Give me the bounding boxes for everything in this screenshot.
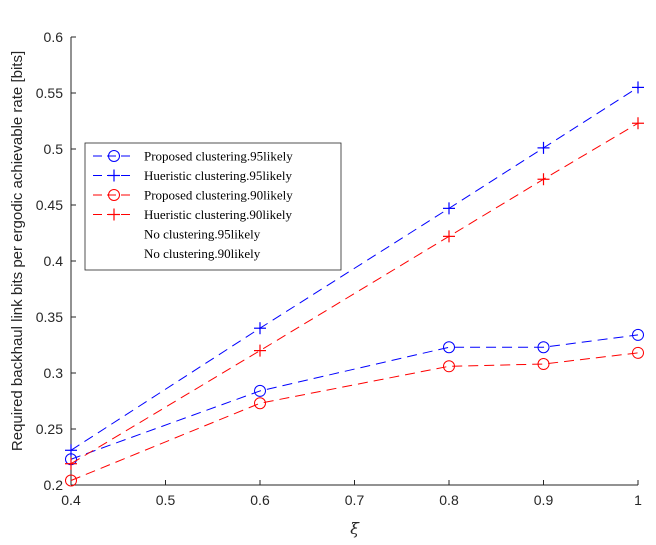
legend-entry: No clustering.95likely: [144, 227, 261, 242]
x-tick-label: 0.7: [345, 492, 365, 508]
x-tick-label: 1: [634, 492, 642, 508]
y-tick-label: 0.45: [36, 197, 63, 213]
data-point: [537, 358, 550, 371]
legend-entry: Hueristic clustering.90likely: [93, 207, 293, 222]
axes: 0.4 0.5 0.6 0.7 0.8 0.9 1 0.2 0.25 0.3 0.35 0.4 0.45…: [9, 29, 642, 538]
series-line: [70, 352, 639, 481]
legend-label: Proposed clustering.95likely: [144, 149, 293, 164]
series-2: [65, 346, 644, 487]
legend-entry: Proposed clustering.95likely: [93, 149, 293, 164]
legend-marker: [108, 150, 120, 162]
x-tick-label: 0.9: [534, 492, 554, 508]
data-point: [443, 360, 455, 373]
series-0: [65, 328, 644, 466]
y-tick-label: 0.2: [44, 477, 64, 493]
legend-label: Proposed clustering.90likely: [144, 188, 293, 203]
x-tick-label: 0.5: [156, 492, 176, 508]
series-layer: [65, 81, 644, 487]
x-axis-label: ξ: [350, 519, 360, 538]
data-point: [65, 457, 77, 470]
legend-label: Hueristic clustering.95likely: [144, 168, 293, 183]
legend-box: [84, 142, 342, 271]
y-tick-label: 0.5: [44, 141, 64, 157]
legend: Proposed clustering.95likely Hueristic cl…: [84, 142, 342, 271]
data-point: [254, 397, 266, 410]
x-tick-label: 0.8: [439, 492, 459, 508]
legend-marker: [108, 189, 120, 201]
data-point: [254, 344, 266, 357]
data-point: [254, 384, 266, 397]
series-line: [70, 334, 639, 460]
legend-label: No clustering.90likely: [144, 246, 261, 261]
y-tick-label: 0.25: [36, 421, 63, 437]
data-point: [632, 346, 644, 359]
legend-entry: Hueristic clustering.95likely: [93, 168, 293, 183]
data-point: [632, 117, 644, 130]
data-point: [537, 173, 550, 186]
legend-marker: [108, 169, 120, 182]
data-point: [254, 322, 266, 335]
legend-label: No clustering.95likely: [144, 227, 261, 242]
data-point: [537, 341, 550, 354]
series-3: [65, 117, 644, 470]
legend-label: Hueristic clustering.90likely: [144, 207, 293, 222]
y-tick-label: 0.35: [36, 309, 63, 325]
series-1: [65, 81, 644, 457]
y-tick-label: 0.3: [44, 365, 64, 381]
data-point: [65, 444, 77, 457]
data-point: [537, 141, 550, 154]
data-point: [632, 328, 644, 341]
data-point: [65, 474, 77, 487]
data-point: [443, 341, 455, 354]
data-point: [632, 81, 644, 94]
legend-entry: No clustering.90likely: [144, 246, 261, 261]
legend-marker: [108, 208, 120, 221]
y-tick-label: 0.6: [44, 29, 64, 45]
y-tick-label: 0.4: [44, 253, 64, 269]
y-tick-label: 0.55: [36, 85, 63, 101]
y-axis-label: Required backhaul link bits per ergodic …: [9, 51, 26, 451]
legend-entry: Proposed clustering.90likely: [93, 188, 293, 203]
x-tick-label: 0.6: [250, 492, 270, 508]
data-point: [443, 230, 455, 243]
data-point: [443, 202, 455, 215]
x-tick-label: 0.4: [61, 492, 81, 508]
